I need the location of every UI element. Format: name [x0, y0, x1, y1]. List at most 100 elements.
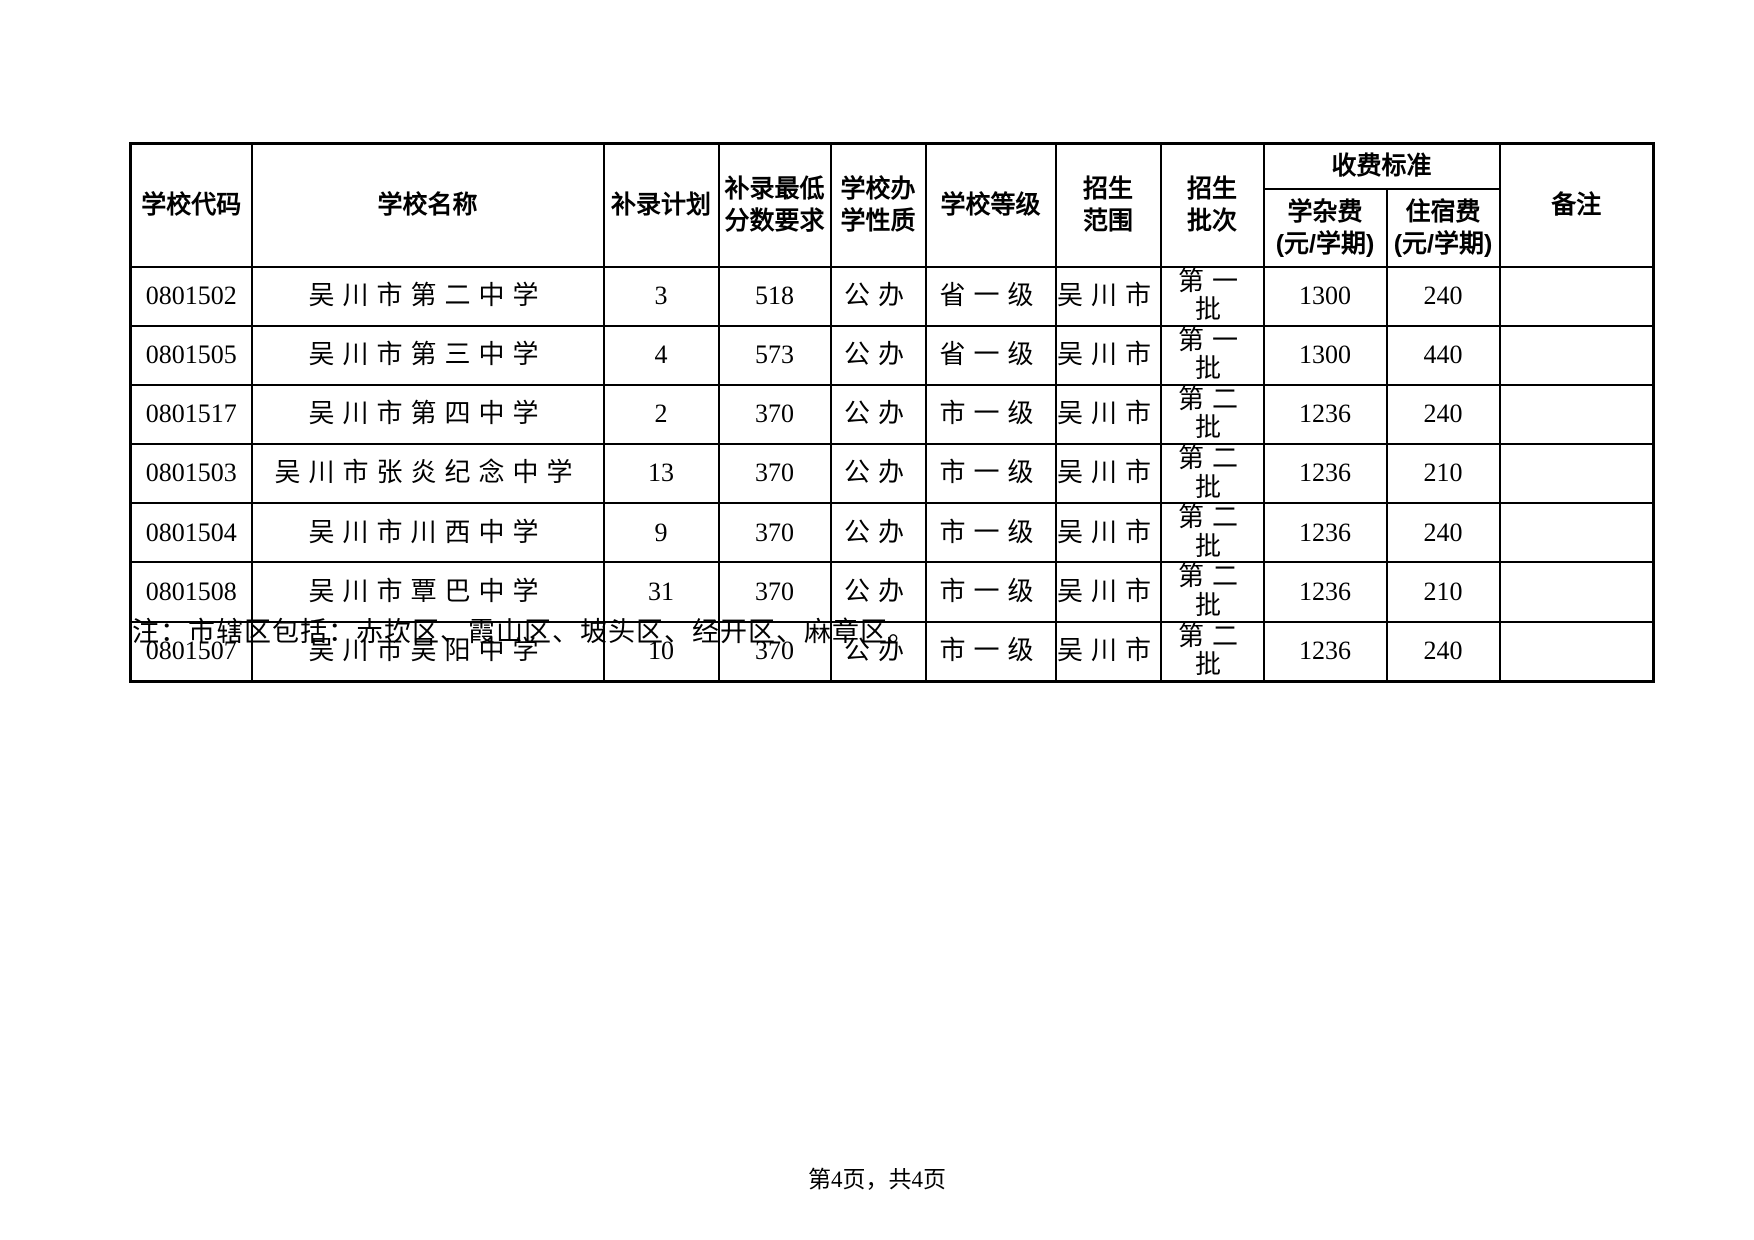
cell-enroll-scope: 吴川市 [1054, 383, 1162, 446]
cell-remark [1498, 383, 1655, 446]
cell-school-nature: 公办 [829, 620, 927, 683]
cell-supplement-plan: 9 [602, 502, 720, 564]
cell-school-nature: 公办 [829, 502, 927, 564]
cell-school-code: 0801503 [129, 443, 253, 505]
cell-lodging-fee: 240 [1385, 383, 1501, 446]
cell-school-nature: 公办 [829, 561, 927, 623]
col-header-school-code: 学校代码 [129, 142, 253, 268]
cell-school-level: 省一级 [924, 265, 1057, 327]
col-header-enroll-batch: 招生 批次 [1159, 142, 1265, 268]
cell-remark [1498, 324, 1655, 386]
cell-lodging-fee: 210 [1385, 443, 1501, 505]
page-number: 第4页，共4页 [808, 1167, 946, 1192]
cell-tuition-fee: 1236 [1262, 383, 1388, 446]
table-row: 0801505 吴川市第三中学 4 573 公办 省一级 吴川市 第一批 130… [129, 324, 1655, 386]
table-row: 0801517 吴川市第四中学 2 370 公办 市一级 吴川市 第二批 123… [129, 383, 1655, 446]
cell-lodging-fee: 210 [1385, 561, 1501, 623]
table-row: 0801504 吴川市川西中学 9 370 公办 市一级 吴川市 第二批 123… [129, 502, 1655, 564]
cell-school-code: 0801505 [129, 324, 253, 386]
cell-school-level: 市一级 [924, 620, 1057, 683]
table-header: 学校代码 学校名称 补录计划 补录最低 分数要求 学校办 学性质 学校等级 招生… [129, 142, 1655, 268]
table-row: 0801502 吴川市第二中学 3 518 公办 省一级 吴川市 第一批 130… [129, 265, 1655, 327]
cell-enroll-batch: 第二批 [1159, 502, 1265, 564]
cell-supplement-plan: 4 [602, 324, 720, 386]
cell-supplement-plan: 2 [602, 383, 720, 446]
footnote: 注：市辖区包括：赤坎区、霞山区、坡头区、经开区、麻章区。 [132, 617, 916, 647]
header-row-top: 学校代码 学校名称 补录计划 补录最低 分数要求 学校办 学性质 学校等级 招生… [129, 142, 1655, 268]
cell-school-code: 0801504 [129, 502, 253, 564]
header-row-sub: 学杂费 (元/学期) 住宿费 (元/学期) [131, 187, 1654, 268]
cell-school-name: 吴川市吴阳中学 [250, 620, 605, 683]
cell-min-score: 370 [717, 620, 832, 683]
col-header-min-score: 补录最低 分数要求 [717, 142, 832, 268]
cell-school-code: 0801507 [129, 620, 253, 683]
table-row: 0801508 吴川市覃巴中学 31 370 公办 市一级 吴川市 第二批 12… [129, 561, 1655, 623]
cell-min-score: 518 [717, 265, 832, 327]
cell-lodging-fee: 440 [1385, 324, 1501, 386]
cell-school-nature: 公办 [829, 383, 927, 446]
cell-tuition-fee: 1300 [1262, 265, 1388, 327]
cell-min-score: 370 [717, 502, 832, 564]
cell-school-level: 省一级 [924, 324, 1057, 386]
cell-min-score: 370 [717, 383, 832, 446]
cell-enroll-batch: 第二批 [1159, 443, 1265, 505]
cell-school-name: 吴川市川西中学 [250, 502, 605, 564]
cell-school-level: 市一级 [924, 561, 1057, 623]
cell-remark [1498, 443, 1655, 505]
cell-school-level: 市一级 [924, 502, 1057, 564]
cell-school-code: 0801508 [129, 561, 253, 623]
cell-school-name: 吴川市第三中学 [250, 324, 605, 386]
cell-remark [1498, 620, 1655, 683]
col-header-school-name: 学校名称 [250, 142, 605, 268]
cell-min-score: 370 [717, 561, 832, 623]
cell-school-nature: 公办 [829, 443, 927, 505]
cell-tuition-fee: 1236 [1262, 620, 1388, 683]
cell-enroll-batch: 第二批 [1159, 620, 1265, 683]
cell-school-code: 0801517 [129, 383, 253, 446]
col-header-enroll-scope: 招生 范围 [1054, 142, 1162, 268]
cell-school-level: 市一级 [924, 443, 1057, 505]
cell-min-score: 573 [717, 324, 832, 386]
cell-enroll-batch: 第二批 [1159, 383, 1265, 446]
cell-school-name: 吴川市覃巴中学 [250, 561, 605, 623]
cell-enroll-batch: 第二批 [1159, 561, 1265, 623]
cell-enroll-scope: 吴川市 [1054, 620, 1162, 683]
cell-lodging-fee: 240 [1385, 502, 1501, 564]
col-header-school-nature: 学校办 学性质 [829, 142, 927, 268]
col-header-lodging-fee: 住宿费 (元/学期) [1385, 187, 1501, 268]
cell-school-name: 吴川市第二中学 [250, 265, 605, 327]
cell-min-score: 370 [717, 443, 832, 505]
cell-school-name: 吴川市第四中学 [250, 383, 605, 446]
cell-tuition-fee: 1236 [1262, 561, 1388, 623]
cell-enroll-scope: 吴川市 [1054, 502, 1162, 564]
cell-remark [1498, 561, 1655, 623]
cell-school-name: 吴川市张炎纪念中学 [250, 443, 605, 505]
cell-enroll-scope: 吴川市 [1054, 265, 1162, 327]
cell-enroll-batch: 第一批 [1159, 324, 1265, 386]
table-row: 0801503 吴川市张炎纪念中学 13 370 公办 市一级 吴川市 第二批 … [129, 443, 1655, 505]
col-header-remark: 备注 [1498, 142, 1655, 268]
cell-remark [1498, 265, 1655, 327]
cell-enroll-batch: 第一批 [1159, 265, 1265, 327]
cell-school-level: 市一级 [924, 383, 1057, 446]
cell-school-code: 0801502 [129, 265, 253, 327]
cell-supplement-plan: 10 [602, 620, 720, 683]
cell-school-nature: 公办 [829, 265, 927, 327]
col-header-fee-standard: 收费标准 [1262, 142, 1501, 190]
col-header-tuition-fee: 学杂费 (元/学期) [1262, 187, 1388, 268]
col-header-supplement-plan: 补录计划 [602, 142, 720, 268]
cell-enroll-scope: 吴川市 [1054, 324, 1162, 386]
cell-supplement-plan: 3 [602, 265, 720, 327]
cell-enroll-scope: 吴川市 [1054, 561, 1162, 623]
cell-enroll-scope: 吴川市 [1054, 443, 1162, 505]
cell-tuition-fee: 1236 [1262, 502, 1388, 564]
cell-school-nature: 公办 [829, 324, 927, 386]
cell-supplement-plan: 31 [602, 561, 720, 623]
table-body: 0801502 吴川市第二中学 3 518 公办 省一级 吴川市 第一批 130… [129, 265, 1655, 683]
col-header-school-level: 学校等级 [924, 142, 1057, 268]
cell-tuition-fee: 1300 [1262, 324, 1388, 386]
cell-tuition-fee: 1236 [1262, 443, 1388, 505]
cell-remark [1498, 502, 1655, 564]
cell-lodging-fee: 240 [1385, 620, 1501, 683]
